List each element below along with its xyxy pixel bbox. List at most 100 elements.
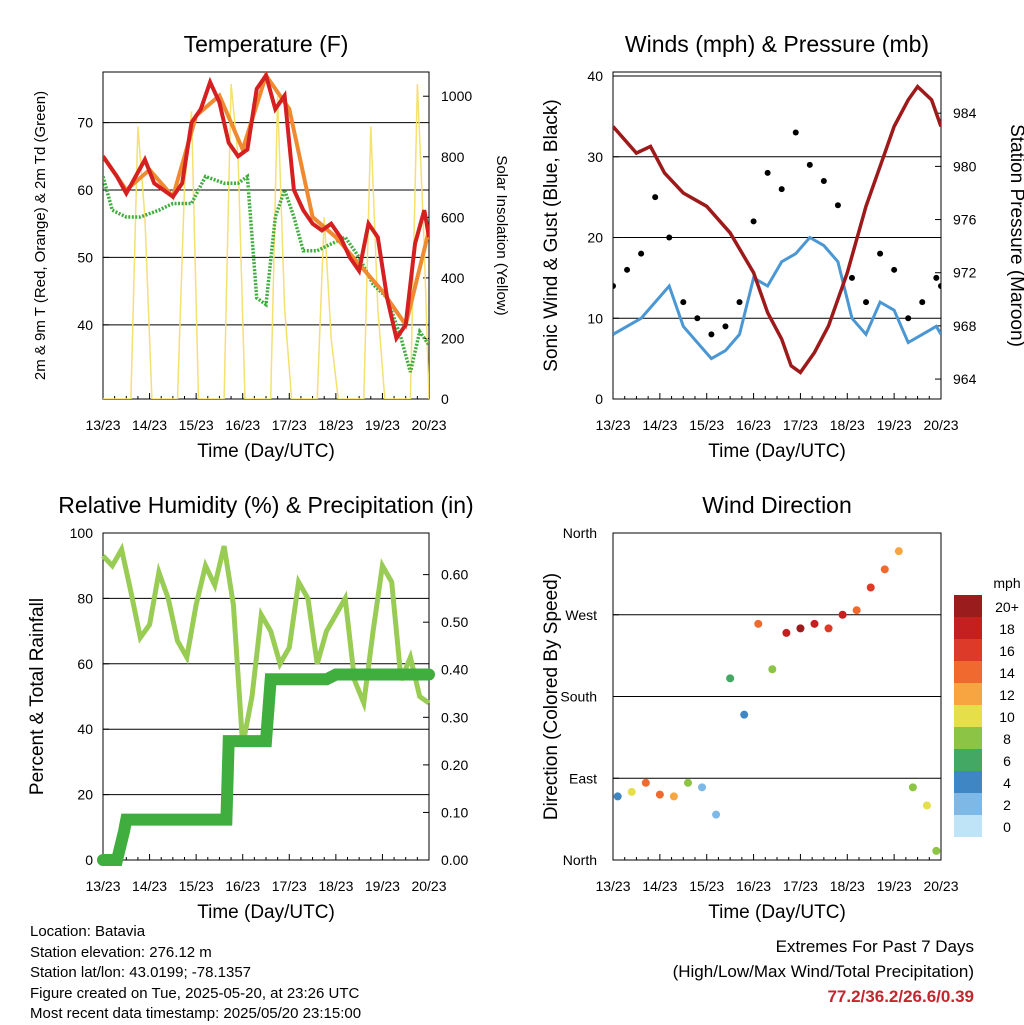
direction-point <box>810 619 819 628</box>
x-tick-label: 15/23 <box>689 878 724 894</box>
x-tick-label: 16/23 <box>736 878 771 894</box>
x-tick-label: 14/23 <box>132 878 167 894</box>
y2-tick-label: 0.40 <box>441 662 468 678</box>
chart-title: Temperature (F) <box>184 31 349 57</box>
gust-point <box>722 323 729 330</box>
temp-9m-line <box>103 72 429 330</box>
x-tick-label: 13/23 <box>85 417 120 433</box>
direction-point <box>866 583 875 592</box>
colorbar-swatch <box>954 749 982 771</box>
direction-point <box>796 624 805 633</box>
x-tick-label: 15/23 <box>689 417 724 433</box>
y2-tick-label: 0.20 <box>441 757 468 773</box>
x-tick-label: 14/23 <box>642 417 677 433</box>
colorbar-swatch <box>954 771 982 793</box>
x-tick-label: 14/23 <box>642 878 677 894</box>
colorbar-label: 20+ <box>995 599 1019 615</box>
y2-axis-label: Station Pressure (Maroon) <box>1006 124 1024 347</box>
y-tick-label: 30 <box>587 149 603 165</box>
gust-point <box>694 315 701 322</box>
colorbar-swatch <box>954 727 982 749</box>
direction-point <box>838 610 847 619</box>
y2-tick-label: 0 <box>441 391 449 407</box>
data-layer <box>103 72 429 399</box>
extremes-title: Extremes For Past 7 Days <box>775 937 974 956</box>
plot-frame <box>102 71 430 400</box>
data-layer <box>613 83 941 375</box>
x-tick-label: 19/23 <box>877 878 912 894</box>
speed-colorbar: mph 20+ 18 16 14 12 10 8 6 4 2 0 <box>954 575 1021 837</box>
y-tick-label: East <box>569 770 597 786</box>
colorbar-label: 6 <box>1003 753 1011 769</box>
y2-tick-label: 1000 <box>441 88 472 104</box>
y-tick-label: North <box>563 852 597 868</box>
y2-tick-label: 964 <box>953 371 977 387</box>
y-tick-label: 60 <box>77 656 93 672</box>
y2-tick-label: 0.00 <box>441 852 468 868</box>
colorbar-label: 10 <box>999 709 1015 725</box>
y-tick-label: 60 <box>77 182 93 198</box>
y-tick-label: 40 <box>77 721 93 737</box>
gust-point <box>792 129 799 136</box>
x-axis-label: Time (Day/UTC) <box>708 902 846 923</box>
colorbar-label: 14 <box>999 665 1015 681</box>
y-tick-label: 40 <box>77 317 93 333</box>
y2-tick-label: 200 <box>441 330 465 346</box>
colorbar-label: 18 <box>999 621 1015 637</box>
x-tick-label: 13/23 <box>85 878 120 894</box>
direction-point <box>852 606 861 615</box>
direction-point <box>908 783 917 792</box>
direction-point <box>824 624 833 633</box>
gust-point <box>666 234 673 241</box>
x-tick-label: 13/23 <box>595 878 630 894</box>
direction-point <box>613 792 622 801</box>
extremes-values: 77.2/36.2/26.6/0.39 <box>827 987 974 1006</box>
colorbar-label: 16 <box>999 643 1015 659</box>
plot-frame <box>612 71 942 400</box>
gust-point <box>834 202 841 209</box>
y-tick-label: South <box>560 689 597 705</box>
gust-point <box>877 250 884 257</box>
x-tick-label: 19/23 <box>365 878 400 894</box>
colorbar-label: 4 <box>1003 775 1011 791</box>
colorbar-label: 8 <box>1003 731 1011 747</box>
gust-point <box>891 266 898 273</box>
x-tick-label: 17/23 <box>272 417 307 433</box>
x-tick-label: 16/23 <box>225 878 260 894</box>
colorbar-label: 2 <box>1003 797 1011 813</box>
gust-point <box>863 299 870 306</box>
y-tick-label: 10 <box>587 310 603 326</box>
direction-point <box>698 783 707 792</box>
chart-title: Winds (mph) & Pressure (mb) <box>625 31 929 57</box>
x-tick-label: 17/23 <box>783 417 818 433</box>
colorbar-label: 12 <box>999 687 1015 703</box>
y-tick-label: 40 <box>587 68 603 84</box>
x-tick-label: 14/23 <box>132 417 167 433</box>
y-tick-label: 20 <box>77 787 93 803</box>
y2-tick-label: 968 <box>953 318 977 334</box>
colorbar-swatch <box>954 683 982 705</box>
station-latlon: Station lat/lon: 43.0199; -78.1357 <box>30 964 252 982</box>
direction-point <box>880 565 889 574</box>
direction-point <box>894 547 903 556</box>
direction-point <box>712 810 721 819</box>
station-elevation: Station elevation: 276.12 m <box>30 943 212 961</box>
x-tick-label: 20/23 <box>923 878 958 894</box>
temperature-panel: Temperature (F) Time (Day/UTC) 2m & 9m T (… <box>32 31 510 462</box>
gust-point <box>938 282 941 289</box>
gust-point <box>919 299 926 306</box>
y-axis-label: Percent & Total Rainfall <box>27 598 48 795</box>
x-tick-label: 13/23 <box>595 417 630 433</box>
direction-point <box>740 710 749 719</box>
x-tick-label: 18/23 <box>830 417 865 433</box>
direction-point <box>669 792 678 801</box>
station-info: Location: Batavia Station elevation: 276… <box>30 922 361 1025</box>
x-tick-label: 16/23 <box>736 417 771 433</box>
x-tick-label: 15/23 <box>179 878 214 894</box>
direction-point <box>754 619 763 628</box>
gust-point <box>652 194 659 201</box>
temp-2m-line <box>103 72 429 344</box>
gust-point <box>764 169 771 176</box>
y-axis-label: 2m & 9m T (Red, Orange) & 2m Td (Green) <box>32 91 49 380</box>
colorbar-title: mph <box>993 575 1020 591</box>
